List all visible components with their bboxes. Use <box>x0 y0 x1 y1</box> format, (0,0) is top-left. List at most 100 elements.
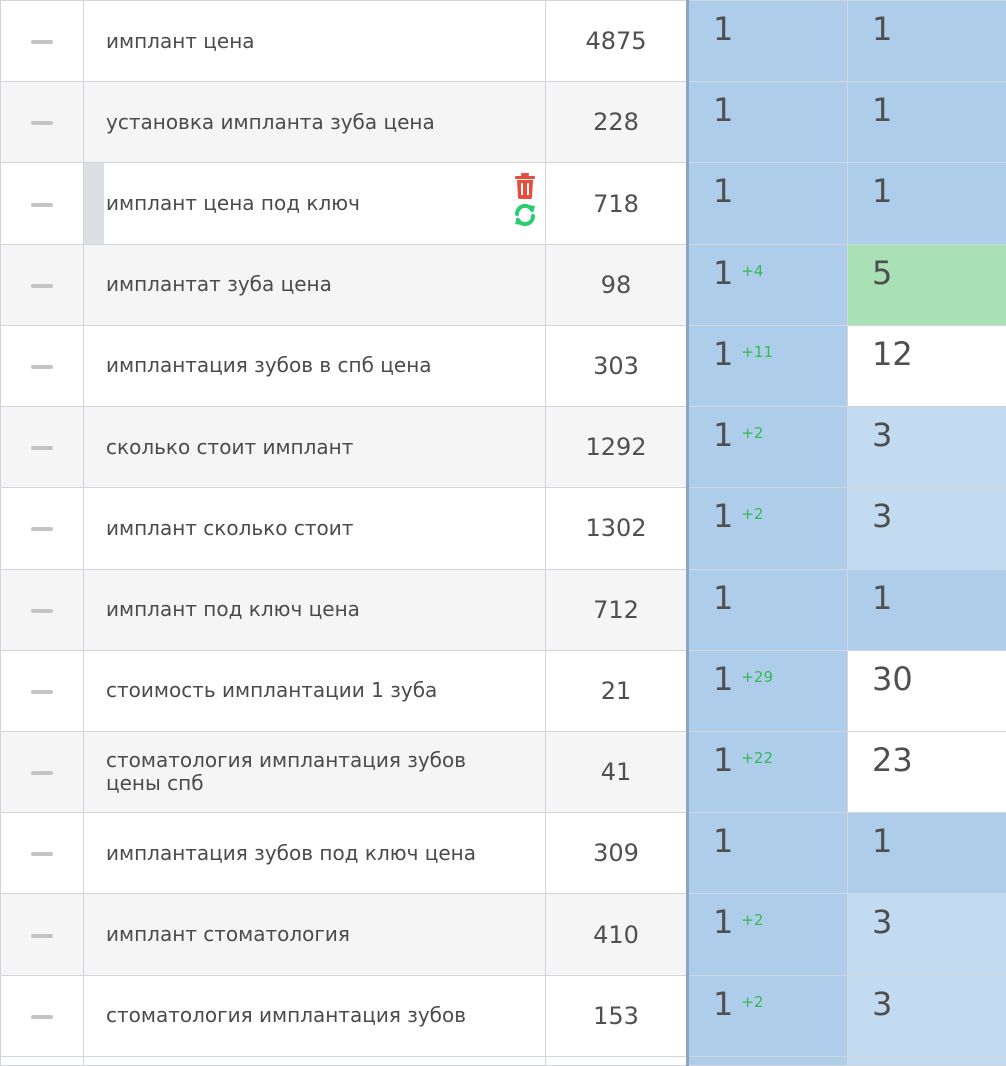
keyword-cell[interactable]: имплант цена под ключ <box>83 162 546 245</box>
table-cell <box>0 1055 84 1066</box>
table-cell <box>847 1055 1006 1066</box>
table-cell <box>545 1055 688 1066</box>
minus-icon[interactable] <box>31 689 53 694</box>
position-cell: 1 +4 <box>686 243 848 326</box>
table-row: установка импланта зуба цена 228 1 1 <box>0 81 1006 164</box>
position-cell: 3 <box>847 487 1006 570</box>
minus-icon[interactable] <box>31 852 53 857</box>
position-number: 1 <box>713 10 734 48</box>
search-volume: 98 <box>545 243 688 326</box>
search-volume: 228 <box>545 81 688 164</box>
keyword-text: имплант стоматология <box>106 922 350 947</box>
keyword-cell[interactable]: стоматология имплантация зубов <box>83 974 546 1057</box>
table-row: имплант сколько стоит 1302 1 +2 3 <box>0 487 1006 570</box>
keyword-text: имплант под ключ цена <box>106 597 360 622</box>
minus-icon[interactable] <box>31 40 53 45</box>
position-cell: 30 <box>847 649 1006 732</box>
table-row: имплантация зубов под ключ цена 309 1 1 <box>0 812 1006 895</box>
minus-icon[interactable] <box>31 1014 53 1019</box>
keyword-cell[interactable]: имплант цена <box>83 0 546 83</box>
position-cell: 1 <box>847 568 1006 651</box>
position-number: 1 <box>872 172 893 211</box>
trash-icon[interactable] <box>514 173 536 200</box>
position-value: 1 <box>713 11 733 47</box>
minus-icon[interactable] <box>31 933 53 938</box>
position-number: 3 <box>872 903 893 942</box>
position-cell: 1 <box>847 162 1006 245</box>
minus-icon[interactable] <box>31 283 53 288</box>
position-change: +29 <box>741 667 774 686</box>
position-cell: 1 <box>686 568 848 651</box>
position-number: 30 <box>872 659 913 698</box>
keyword-cell[interactable]: установка импланта зуба цена <box>83 81 546 164</box>
minus-icon[interactable] <box>31 202 53 207</box>
row-remove-cell <box>0 568 84 651</box>
keyword-text: имплант цена <box>106 28 255 53</box>
position-number: 1 <box>713 253 734 292</box>
row-remove-cell <box>0 243 84 326</box>
position-cell: 3 <box>847 406 1006 489</box>
position-value: 1 +22 <box>713 742 773 778</box>
search-volume: 309 <box>545 812 688 895</box>
table-row: стоматология имплантация зубов 153 1 +2 3 <box>0 974 1006 1057</box>
row-remove-cell <box>0 974 84 1057</box>
row-tools <box>511 173 539 227</box>
search-volume: 153 <box>545 974 688 1057</box>
minus-icon[interactable] <box>31 527 53 532</box>
minus-icon[interactable] <box>31 771 53 776</box>
keyword-cell[interactable]: имплантация зубов под ключ цена <box>83 812 546 895</box>
table-cell <box>686 1055 848 1066</box>
position-cell: 1 <box>686 162 848 245</box>
search-volume: 41 <box>545 730 688 814</box>
keyword-cell[interactable]: имплантация зубов в спб цена <box>83 324 546 408</box>
position-cell: 3 <box>847 893 1006 976</box>
table-row: имплант стоматология 410 1 +2 3 <box>0 893 1006 976</box>
table-row: стоимость имплантации 1 зуба 21 1 +29 30 <box>0 649 1006 732</box>
table-cell <box>83 1055 546 1066</box>
position-number: 1 <box>872 578 893 617</box>
minus-icon[interactable] <box>31 446 53 451</box>
row-remove-cell <box>0 649 84 732</box>
keyword-cell[interactable]: имплант стоматология <box>83 893 546 976</box>
keyword-cell[interactable]: имплантат зуба цена <box>83 243 546 326</box>
search-volume: 4875 <box>545 0 688 83</box>
position-cell: 23 <box>847 730 1006 814</box>
refresh-icon[interactable] <box>513 203 537 227</box>
position-change: +2 <box>741 911 764 930</box>
keyword-cell[interactable]: стоимость имплантации 1 зуба <box>83 649 546 732</box>
keyword-cell[interactable]: имплант сколько стоит <box>83 487 546 570</box>
position-value: 1 <box>713 823 733 859</box>
search-volume: 410 <box>545 893 688 976</box>
table-row: имплант цена 4875 1 1 <box>0 0 1006 83</box>
position-change: +2 <box>741 505 764 524</box>
minus-icon[interactable] <box>31 121 53 126</box>
keyword-text: имплант сколько стоит <box>106 515 354 540</box>
keyword-cell[interactable]: сколько стоит имплант <box>83 406 546 489</box>
search-volume: 712 <box>545 568 688 651</box>
minus-icon[interactable] <box>31 364 53 369</box>
table-row: имплантация зубов в спб цена 303 1 +11 12 <box>0 324 1006 408</box>
position-change: +2 <box>741 992 764 1011</box>
position-number: 3 <box>872 416 893 455</box>
row-remove-cell <box>0 487 84 570</box>
position-number: 1 <box>713 984 734 1023</box>
position-number: 1 <box>713 903 734 942</box>
table-row: сколько стоит имплант 1292 1 +2 3 <box>0 406 1006 489</box>
position-value: 1 +2 <box>713 417 763 453</box>
keyword-text: установка импланта зуба цена <box>106 109 435 134</box>
position-cell: 1 <box>847 81 1006 164</box>
keyword-text: имплант цена под ключ <box>106 191 360 216</box>
minus-icon[interactable] <box>31 608 53 613</box>
position-cell: 1 <box>847 0 1006 83</box>
keyword-cell[interactable]: имплант под ключ цена <box>83 568 546 651</box>
row-remove-cell <box>0 324 84 408</box>
keyword-cell[interactable]: стоматология имплантация зубов цены спб <box>83 730 546 814</box>
position-cell: 1 <box>686 81 848 164</box>
position-number: 1 <box>713 91 734 130</box>
position-number: 1 <box>713 578 734 617</box>
position-number: 1 <box>713 416 734 455</box>
position-value: 1 +2 <box>713 904 763 940</box>
position-value: 1 +29 <box>713 661 773 697</box>
position-number: 5 <box>872 253 893 292</box>
keyword-text: имплантация зубов в спб цена <box>106 353 432 378</box>
